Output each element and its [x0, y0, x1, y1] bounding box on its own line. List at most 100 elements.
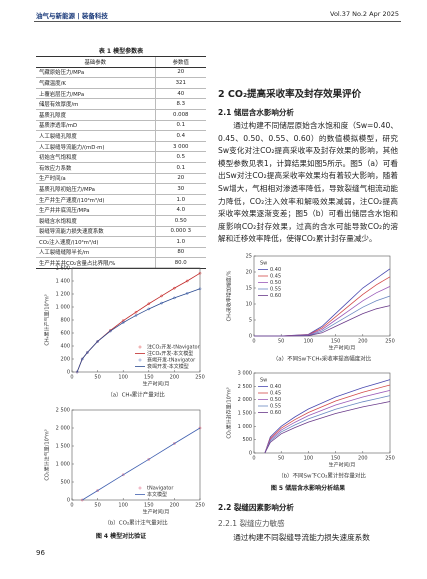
x-tick-label: 150: [144, 503, 154, 509]
legend-swatch: [138, 486, 142, 490]
y-tick-label: 2 500: [238, 384, 252, 390]
x-tick-label: 150: [331, 339, 341, 345]
table-cell: 0.008: [154, 109, 206, 121]
x-tick-label: 200: [358, 456, 368, 462]
legend-label: 本文模型: [147, 491, 167, 498]
series-line: [76, 288, 201, 373]
data-point: [96, 340, 99, 343]
table-cell: 生产井生产速度/(10⁴m³/d): [36, 194, 155, 206]
table-row: CO₂注入速度/(10⁴m³/d) 1.0: [36, 236, 206, 248]
legend-swatch: [138, 358, 142, 362]
table-cell: 0.1: [154, 162, 206, 174]
x-tick-label: 0: [70, 503, 73, 509]
plot-frame: [71, 409, 201, 501]
table-cell: 人工裂缝导流能力/(mD·m): [36, 141, 155, 153]
table-cell: 生产井井底流压/MPa: [36, 204, 155, 216]
chart: 0 200 400 600 800 1 000 1 200 1 400 1 600 0 50 100 1…: [44, 266, 205, 399]
legend-label: 衰竭开发-tNavigator: [147, 357, 196, 364]
table-cell: 初始含气饱和度: [36, 151, 155, 163]
series-line: [264, 395, 391, 454]
table-row: 生产时间/a 20: [36, 173, 206, 185]
y-tick-label: 1 500: [238, 411, 252, 417]
y-tick-label: 20: [246, 270, 252, 276]
x-tick-label: 200: [170, 375, 180, 381]
figure-caption: 图 5 储层含水影响分析结果: [270, 485, 346, 492]
table-cell: 20: [154, 173, 206, 185]
data-point: [198, 271, 202, 275]
y-tick-label: 1 400: [56, 279, 70, 285]
table-cell: 0.5: [154, 151, 206, 163]
table-cell: 20: [154, 67, 206, 79]
table-cell: 80: [154, 247, 206, 259]
table-cell: 人工裂缝孔隙度: [36, 130, 155, 142]
table-cell: 1.0: [154, 194, 206, 206]
table-row: 上覆岩层压力/MPa 40: [36, 88, 206, 100]
data-point: [109, 329, 112, 333]
legend-label: tNavigator: [147, 486, 174, 492]
table-row: 人工裂缝导流能力/(mD·m) 3 000: [36, 141, 206, 153]
x-axis-label: 生产时间/月: [143, 509, 170, 516]
paragraph: 通过构建不同裂缝导流能力损失速度系数: [233, 533, 370, 542]
table-row: 有效应力系数 0.1: [36, 162, 206, 174]
column-header: 基础参数: [36, 56, 155, 68]
y-tick-label: 500: [242, 437, 252, 443]
x-tick-label: 100: [118, 375, 128, 381]
table-cell: 基质孔隙度: [36, 109, 155, 121]
table-cell: 有效应力系数: [36, 162, 155, 174]
series-line: [264, 401, 391, 454]
table-row: 生产井井底流压/MPa 4.0: [36, 204, 206, 216]
table-row: 基质孔隙初始压力/MPa 30: [36, 183, 206, 195]
y-tick-label: 200: [60, 357, 70, 363]
chart: 0 500 1 000 1 500 2 000 2 500 3 000 0 50 100 150 20…: [226, 371, 395, 480]
legend-label: 注CO₂开发-tNavigator: [147, 344, 201, 351]
table-row: 人工裂缝缝隙半长/m 80: [36, 247, 206, 259]
legend-title: Sw: [260, 261, 267, 267]
data-point: [160, 301, 163, 305]
table-row: 基质渗透率/mD 0.1: [36, 120, 206, 132]
series-line: [264, 384, 391, 454]
y-tick-label: 800: [60, 318, 70, 324]
legend-label: 0.40: [270, 384, 281, 390]
legend-label: 注CO₂开发-本文模型: [147, 350, 193, 357]
table-cell: 人工裂缝缝隙半长/m: [36, 247, 155, 259]
table-cell: 裂缝含水饱和度: [36, 215, 155, 227]
y-tick-label: 0: [249, 334, 252, 340]
table-row: 生产井生产速度/(10⁴m³/d) 1.0: [36, 194, 206, 206]
y-tick-label: 1 500: [56, 444, 70, 450]
x-tick-label: 250: [195, 503, 205, 509]
data-point: [147, 307, 151, 311]
y-tick-label: 1 000: [238, 424, 252, 430]
data-point: [80, 357, 84, 361]
y-tick-label: 0: [67, 498, 70, 504]
legend-label: 0.55: [270, 404, 281, 410]
y-axis-label: CH₄累计产气量/10⁴m³: [44, 294, 51, 345]
x-tick-label: 150: [331, 456, 341, 462]
table-cell: 0.50: [154, 215, 206, 227]
y-tick-label: 1 000: [56, 305, 70, 311]
table-row: 气藏温度/K 321: [36, 77, 206, 89]
x-tick-label: 100: [304, 339, 314, 345]
y-tick-label: 2 000: [56, 426, 70, 432]
y-tick-label: 5: [249, 318, 252, 324]
series-line: [82, 427, 201, 501]
x-tick-label: 200: [170, 503, 180, 509]
table-wrap: 基础参数 参数值 气藏原始压力/MPa 20 气藏温度/K 321 上覆岩层压力/MPa 40…: [36, 56, 206, 269]
y-tick-label: 0: [249, 451, 252, 457]
table-row: 裂缝含水饱和度 0.50: [36, 215, 206, 227]
y-tick-label: 3 000: [238, 371, 252, 377]
x-tick-label: 250: [195, 375, 205, 381]
table-cell: 8.3: [154, 98, 206, 110]
table-row: 初始含气饱和度 0.5: [36, 151, 206, 163]
y-tick-label: 1 600: [56, 266, 70, 272]
data-point: [173, 442, 176, 445]
y-tick-label: 10: [246, 302, 252, 308]
data-point: [121, 473, 125, 477]
table-cell: 基质渗透率/mD: [36, 120, 155, 132]
y-tick-label: 400: [60, 344, 70, 350]
subsubsection-heading: 2.2.1 裂缝应力敏感: [218, 519, 285, 528]
series-line: [264, 379, 391, 454]
table-row: 储层有效厚度/m 8.3: [36, 98, 206, 110]
legend-label: 0.40: [270, 267, 281, 273]
legend-label: 0.50: [270, 397, 281, 403]
